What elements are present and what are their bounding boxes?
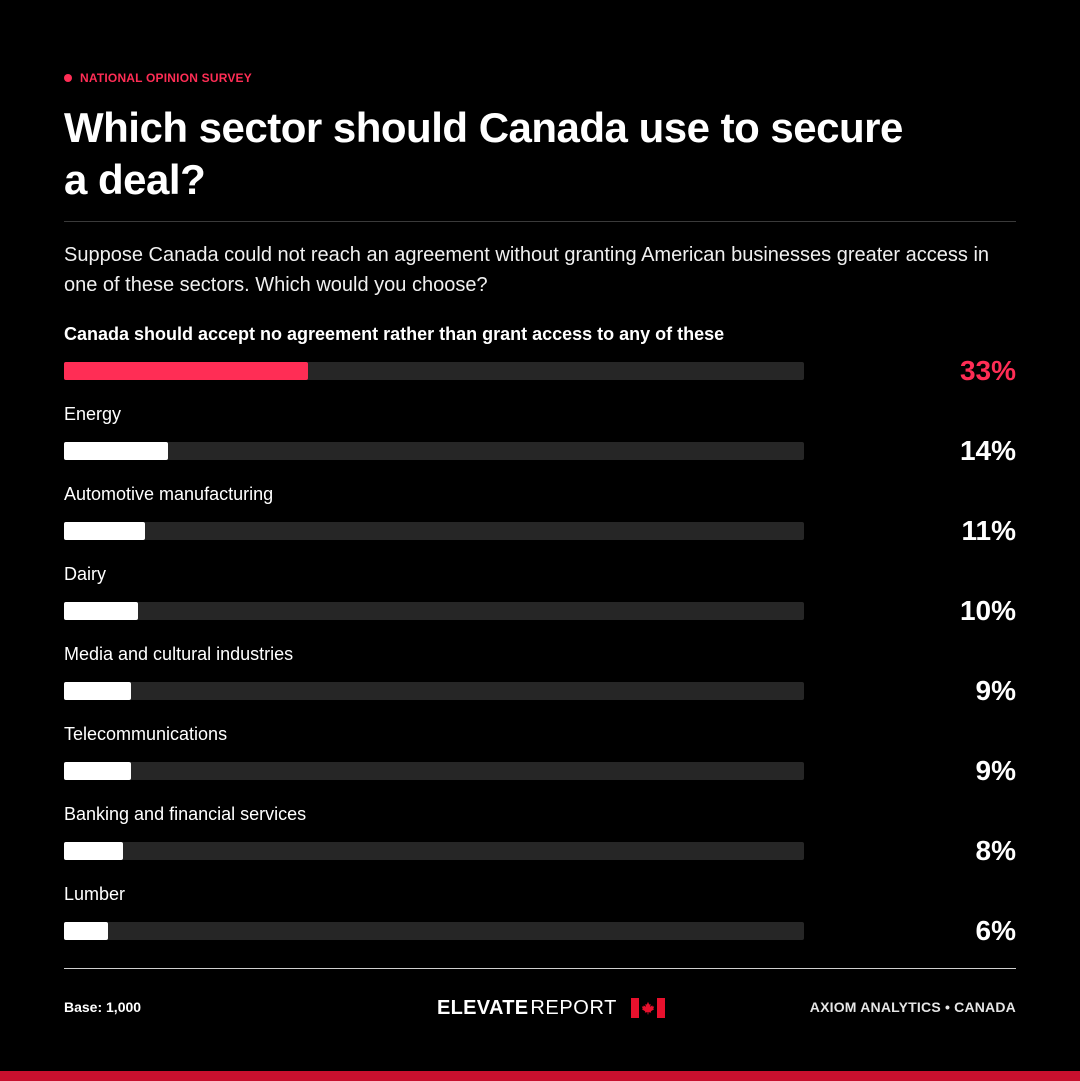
bar-track [64, 762, 804, 780]
canada-flag-icon [630, 998, 665, 1018]
bar [64, 762, 131, 780]
brand-name-light: REPORT [530, 996, 617, 1019]
bar-label: Banking and financial services [64, 804, 307, 824]
bar-value-label: 6% [975, 915, 1016, 946]
bar-track [64, 922, 804, 940]
bar-track [64, 442, 804, 460]
bar-track [64, 682, 804, 700]
bar [64, 922, 108, 940]
bar-value-label: 9% [975, 755, 1016, 786]
bar-value-label: 14% [959, 435, 1016, 466]
bar-track [64, 522, 804, 540]
bar-label: Telecommunications [64, 724, 228, 744]
dot-icon [64, 74, 72, 82]
bar-label: Energy [64, 404, 122, 424]
bar-track [64, 362, 804, 380]
bar [64, 362, 308, 380]
bar [64, 442, 168, 460]
bar-label: Lumber [64, 884, 126, 904]
page-title: Which sector should Canada use to secure… [64, 104, 903, 203]
bar-track [64, 602, 804, 620]
divider-top [64, 221, 1016, 222]
bar-value-label: 9% [975, 675, 1016, 706]
survey-question: Suppose Canada could not reach an agreem… [64, 244, 990, 296]
bar-label: Media and cultural industries [64, 644, 294, 664]
bar-label: Dairy [64, 564, 107, 584]
bar [64, 522, 145, 540]
bar [64, 602, 138, 620]
bar-value-label: 11% [961, 515, 1017, 546]
bottom-strip [0, 1071, 1080, 1081]
bar-value-label: 8% [975, 835, 1016, 866]
bar-value-label: 10% [959, 595, 1016, 626]
bar [64, 842, 123, 860]
eyebrow-text: NATIONAL OPINION SURVEY [80, 71, 252, 85]
bar-label: Automotive manufacturing [64, 484, 274, 504]
source-credit: AXIOM ANALYTICS • CANADA [809, 999, 1016, 1015]
eyebrow: NATIONAL OPINION SURVEY [64, 70, 252, 86]
bar-track [64, 842, 804, 860]
brand-name-bold: ELEVATE [437, 996, 529, 1019]
divider-bottom [64, 968, 1016, 969]
bar [64, 682, 131, 700]
bar-label: Canada should accept no agreement rather… [64, 324, 725, 344]
brand-logo: ELEVATE REPORT [437, 995, 665, 1021]
bar-value-label: 33% [959, 355, 1016, 386]
sample-base: Base: 1,000 [64, 999, 142, 1015]
